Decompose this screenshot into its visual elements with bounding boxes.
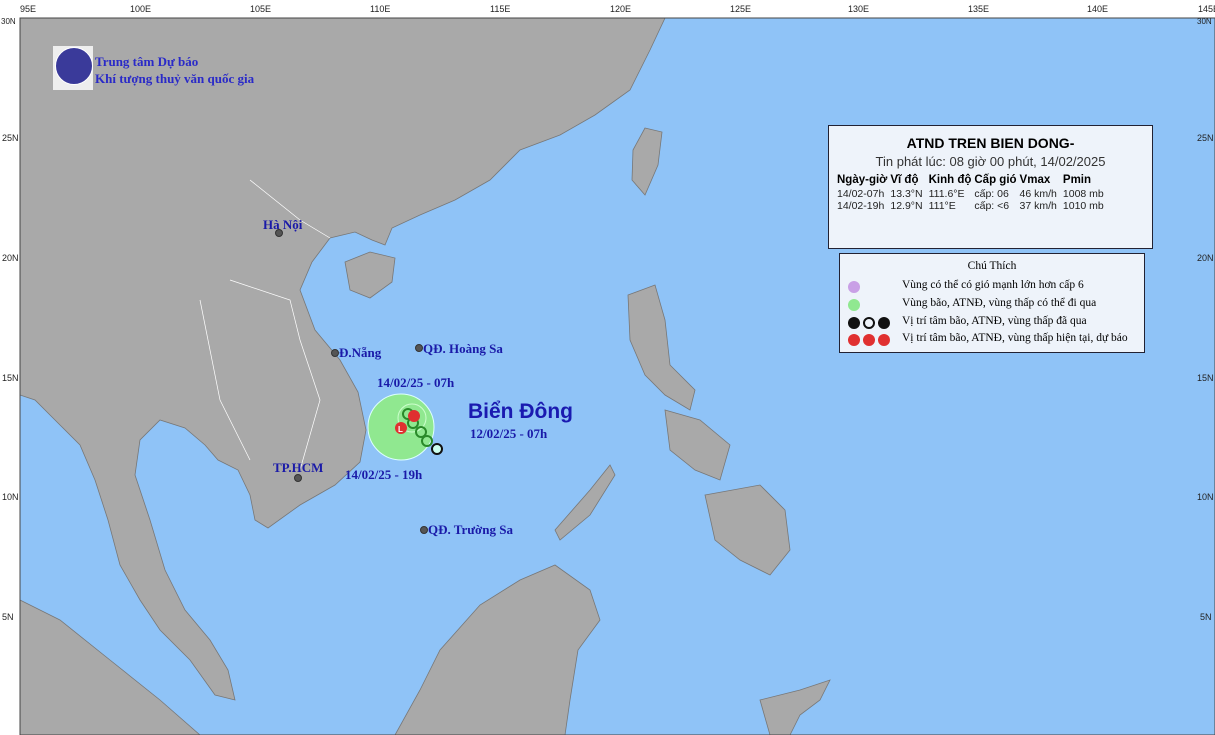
borders	[199, 179, 331, 471]
col-header: Vmax	[1019, 174, 1051, 186]
col-header: Vĩ độ	[890, 174, 919, 186]
lon-label: 115E	[490, 4, 511, 14]
track-label-current: 14/02/25 - 07h	[377, 375, 455, 390]
label-hoangsa: QĐ. Hoàng Sa	[423, 341, 503, 356]
past-storm-icon	[848, 317, 860, 329]
city-marker	[294, 474, 302, 482]
start-position-icon	[431, 443, 443, 455]
info-issued: Tin phát lúc: 08 giờ 00 phút, 14/02/2025	[875, 154, 1106, 169]
lat-label: 5N	[1200, 612, 1212, 622]
city-marker	[331, 349, 339, 357]
lat-label: 10N	[1197, 492, 1214, 502]
storm-info-table: Ngày-giờ Vĩ độ Kinh độ Cấp gió Vmax Pmin 14/0…	[837, 173, 1110, 212]
lon-label: 135E	[968, 4, 990, 14]
track-label-forecast: 14/02/25 - 19h	[345, 467, 423, 482]
label-bien-dong: Biển Đông	[468, 400, 573, 423]
legend-item: Vùng có thể có gió mạnh lớn hơn cấp 6	[902, 279, 1084, 291]
lon-label: 110E	[370, 4, 391, 14]
lat-label: 30N	[1, 17, 16, 26]
taiwan-island	[631, 127, 663, 196]
lat-label: 5N	[2, 612, 14, 622]
lat-label: 25N	[1197, 133, 1214, 143]
label-truongsa: QĐ. Trường Sa	[428, 522, 513, 537]
hainan-island	[344, 251, 396, 299]
legend-title: Chú Thích	[967, 260, 1017, 272]
lat-label: 20N	[1197, 253, 1214, 263]
mindanao-island	[704, 484, 791, 576]
lat-label: 15N	[1197, 373, 1214, 383]
col-header: Kinh độ	[928, 174, 972, 186]
table-row: 14/02-07h 13.3°N 111.6°E cấp: 06 46 km/h 1008…	[837, 188, 1104, 200]
storm-info-panel: ATND TREN BIEN DONG- Tin phát lúc: 08 gi…	[828, 125, 1153, 249]
city-hanoi: Hà Nội	[263, 217, 303, 232]
lat-label: 15N	[2, 373, 19, 383]
palawan-island	[554, 464, 616, 541]
lon-label: 105E	[250, 4, 272, 14]
lon-label: 145E	[1198, 4, 1215, 14]
lat-label: 10N	[2, 492, 19, 502]
nchmf-logo	[53, 46, 93, 90]
legend-item: Vị trí tâm bão, ATNĐ, vùng thấp hiện tại…	[902, 332, 1128, 344]
legend-item: Vùng bão, ATNĐ, vùng thấp có thể đi qua	[902, 297, 1097, 309]
borneo-island	[394, 564, 601, 735]
info-title: ATND TREN BIEN DONG-	[906, 135, 1075, 151]
col-header: Cấp gió	[974, 174, 1017, 186]
island-marker	[420, 526, 428, 534]
legend-panel: Chú Thích Vùng có thể có gió mạnh lớn hơ…	[839, 253, 1145, 353]
city-hcm: TP.HCM	[273, 460, 324, 475]
col-header: Ngày-giờ	[837, 174, 888, 186]
lon-label: 95E	[20, 4, 37, 14]
current-storm-icon	[848, 334, 860, 346]
legend-item: Vị trí tâm bão, ATNĐ, vùng thấp đã qua	[902, 315, 1087, 327]
sumatra-island	[19, 599, 201, 735]
lon-label: 120E	[610, 4, 632, 14]
luzon-island	[627, 284, 696, 411]
lon-label: 130E	[848, 4, 870, 14]
visayas-islands	[664, 409, 731, 481]
table-row: 14/02-19h 12.9°N 111°E cấp: <6 37 km/h 1010 m…	[837, 200, 1104, 212]
org-name-line1: Trung tâm Dự báo	[95, 54, 199, 69]
mainland-asia	[19, 17, 666, 701]
lat-label: 25N	[2, 133, 19, 143]
svg-text:L: L	[398, 425, 403, 434]
island-marker	[415, 344, 423, 352]
forecast-low-icon	[395, 422, 407, 434]
lat-label: 30N	[1197, 17, 1212, 26]
storm-zone-icon	[848, 299, 860, 311]
city-marker	[275, 229, 283, 237]
current-low-icon	[878, 334, 890, 346]
danger-zone-icon	[848, 281, 860, 293]
land-areas	[19, 17, 831, 735]
lon-label: 125E	[730, 4, 752, 14]
track-label-start: 12/02/25 - 07h	[470, 426, 548, 441]
city-danang: Đ.Nẵng	[339, 345, 382, 360]
lon-label: 140E	[1087, 4, 1109, 14]
past-low-icon	[878, 317, 890, 329]
sulawesi-island	[759, 679, 831, 735]
lon-label: 100E	[130, 4, 152, 14]
col-header: Pmin	[1062, 174, 1092, 186]
lat-label: 20N	[2, 253, 19, 263]
current-storm-icon	[408, 410, 420, 422]
current-depression-icon	[863, 334, 875, 346]
past-depression-icon	[863, 317, 875, 329]
org-name-line2: Khí tượng thuỷ văn quốc gia	[95, 71, 255, 86]
